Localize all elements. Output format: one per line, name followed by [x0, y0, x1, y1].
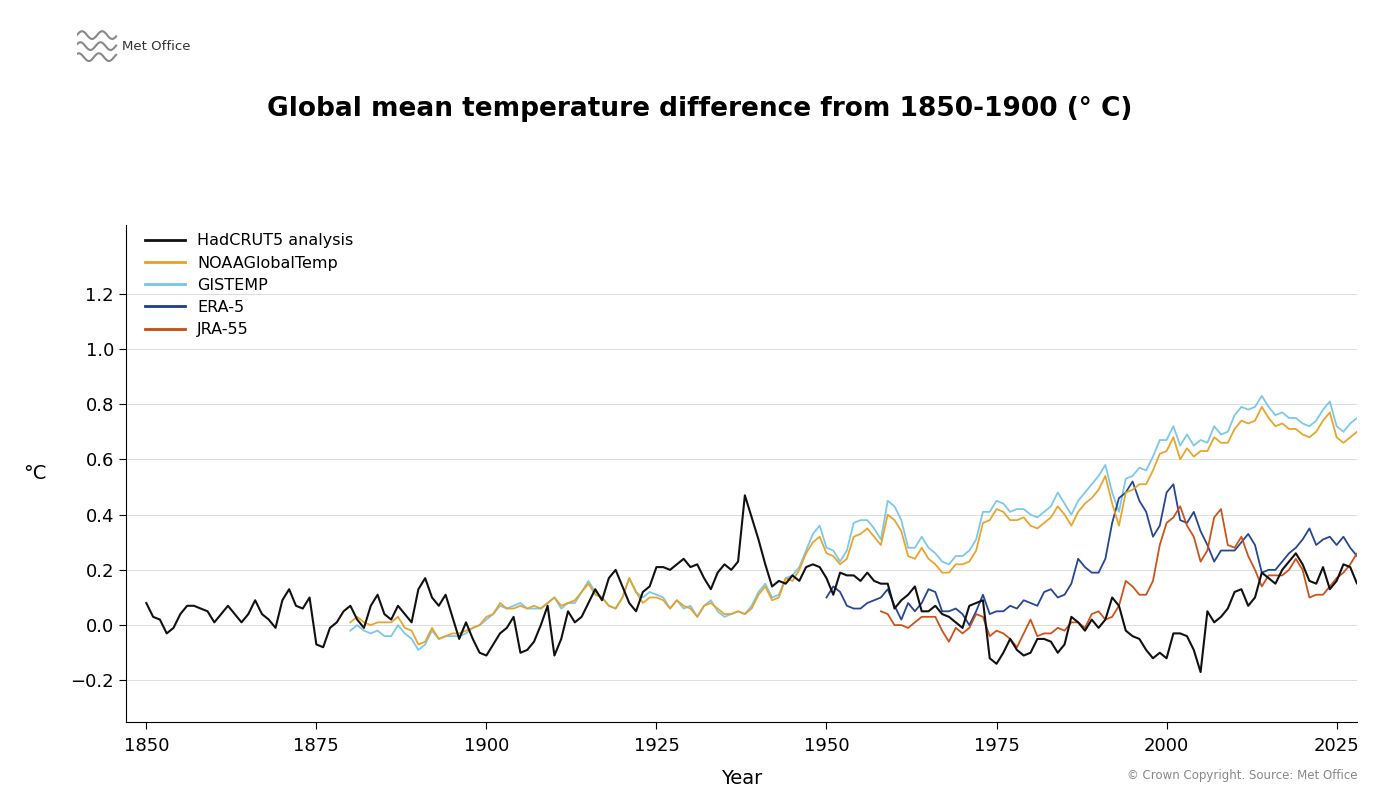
- Text: © Crown Copyright. Source: Met Office: © Crown Copyright. Source: Met Office: [1126, 769, 1357, 782]
- Text: Global mean temperature difference from 1850-1900 (° C): Global mean temperature difference from …: [267, 96, 1132, 122]
- X-axis label: Year: Year: [720, 769, 762, 788]
- Text: Met Office: Met Office: [122, 39, 190, 53]
- Legend: HadCRUT5 analysis, NOAAGlobalTemp, GISTEMP, ERA-5, JRA-55: HadCRUT5 analysis, NOAAGlobalTemp, GISTE…: [139, 227, 360, 343]
- Text: °C: °C: [24, 464, 46, 483]
